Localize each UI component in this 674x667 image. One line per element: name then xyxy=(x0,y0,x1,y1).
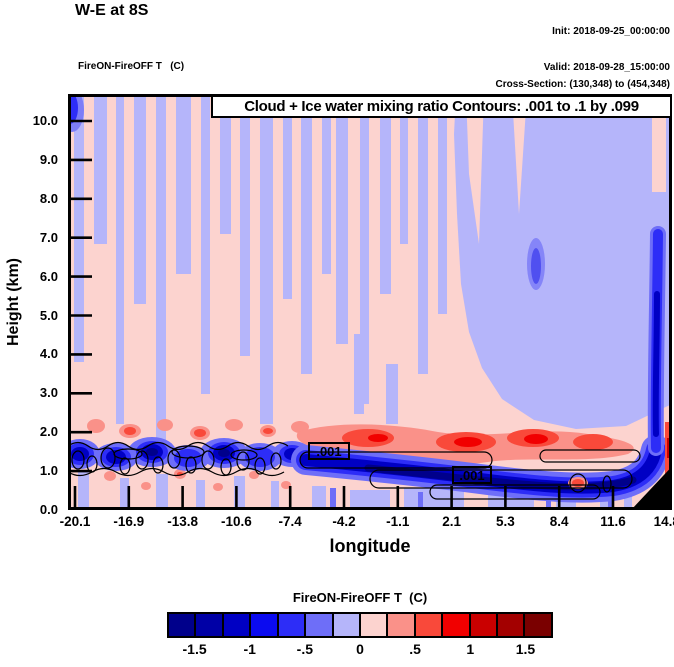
y-tick-label: 8.0 xyxy=(39,190,58,206)
y-tick-label: 2.0 xyxy=(39,424,58,440)
y-tick-label: 9.0 xyxy=(39,151,58,167)
x-axis-title: longitude xyxy=(329,536,411,556)
x-tick-label: 14.8 xyxy=(653,514,674,529)
x-tick-label: -20.1 xyxy=(59,514,91,529)
colorbar-cell xyxy=(496,612,526,638)
colorbar-tick-label: -1 xyxy=(243,641,256,657)
colorbar-tick-label: 0 xyxy=(356,641,364,657)
colorbar-cell xyxy=(304,612,334,638)
colorbar-tick-label: 1.5 xyxy=(515,641,536,657)
x-tick-label: 5.3 xyxy=(496,514,515,529)
x-tick-label: -16.9 xyxy=(113,514,145,529)
cross-section-plot xyxy=(68,94,672,510)
page-title: W-E at 8S xyxy=(75,2,149,19)
colorbar-cell xyxy=(331,612,361,638)
x-tick-label: 11.6 xyxy=(600,514,626,529)
colorbar-cell xyxy=(441,612,471,638)
colorbar-tick-label: .5 xyxy=(409,641,421,657)
colorbar-cell xyxy=(167,612,197,638)
y-tick-label: 5.0 xyxy=(39,307,58,323)
x-tick-label: 8.4 xyxy=(549,514,569,529)
y-tick-label: 4.0 xyxy=(39,346,58,362)
colorbar-cell xyxy=(194,612,224,638)
colorbar-cell xyxy=(523,612,553,638)
x-tick-label: 2.1 xyxy=(442,514,461,529)
y-tick-label: 1.0 xyxy=(39,463,58,479)
y-tick-label: 10.0 xyxy=(32,113,58,128)
colorbar-cell xyxy=(276,612,307,638)
field-line-shaded: FireON-FireOFF T (C) xyxy=(78,61,185,72)
run-times: Init: 2018-09-25_00:00:00 Valid: 2018-09… xyxy=(544,2,670,86)
x-tick-label: -1.1 xyxy=(386,514,410,529)
x-tick-label: -10.6 xyxy=(221,514,252,529)
colorbar-cell xyxy=(468,612,499,638)
valid-time: Valid: 2018-09-28_15:00:00 xyxy=(543,62,670,73)
colorbar xyxy=(167,612,553,638)
init-time: Init: 2018-09-25_00:00:00 xyxy=(552,26,670,37)
colorbar-cell xyxy=(249,612,279,638)
x-tick-label: -7.4 xyxy=(278,514,302,529)
y-tick-label: 0.0 xyxy=(39,502,58,517)
colorbar-tick-label: 1 xyxy=(466,641,475,657)
colorbar-cell xyxy=(413,612,444,638)
colorbar-tick-label: -1.5 xyxy=(182,641,207,657)
x-tick-label: -4.2 xyxy=(332,514,356,529)
cross-section-coords: Cross-Section: (130,348) to (454,348) xyxy=(495,79,670,90)
x-tick-label: -13.8 xyxy=(167,514,198,529)
y-tick-label: 7.0 xyxy=(39,229,58,245)
contour-label-1: .001 xyxy=(308,442,350,460)
plot-title-box: Cloud + Ice water mixing ratio Contours:… xyxy=(211,95,672,118)
y-tick-label: 6.0 xyxy=(39,268,58,284)
contour-label-2: .001 xyxy=(452,466,492,484)
colorbar-title: FireON-FireOFF T (C) xyxy=(292,590,428,605)
colorbar-tick-label: -.5 xyxy=(296,641,314,657)
colorbar-cell xyxy=(386,612,416,638)
colorbar-cell xyxy=(358,612,389,638)
colorbar-cell xyxy=(221,612,252,638)
y-tick-label: 3.0 xyxy=(39,385,58,401)
